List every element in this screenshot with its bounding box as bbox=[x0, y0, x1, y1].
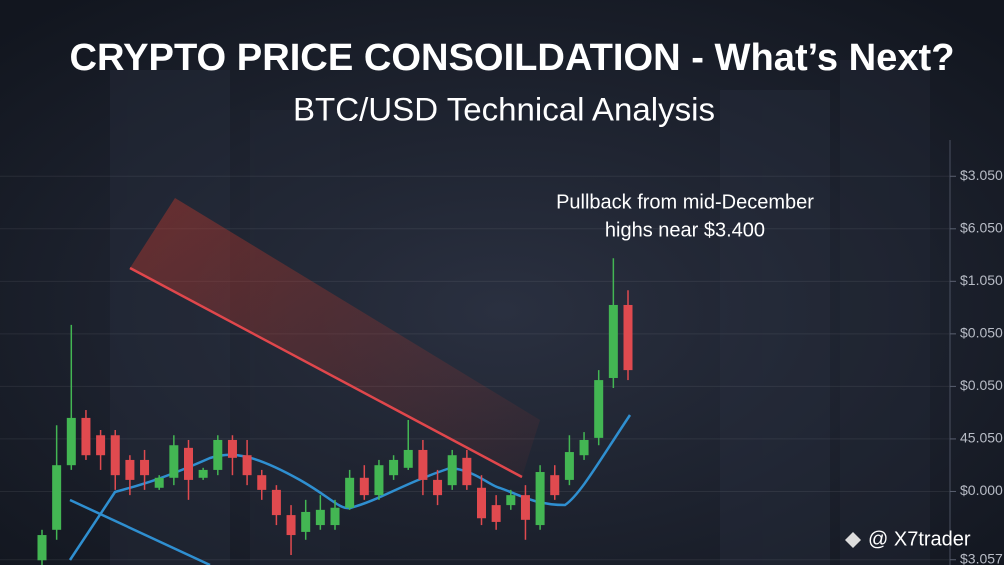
y-tick-label: $0.050 bbox=[960, 325, 1003, 341]
candle-body bbox=[37, 535, 47, 561]
candle-body bbox=[66, 417, 76, 466]
candle-body bbox=[96, 435, 106, 456]
candle-body bbox=[520, 495, 530, 520]
y-tick-label: $3.050 bbox=[960, 167, 1003, 183]
y-tick-label: 45.050 bbox=[960, 430, 1003, 446]
candle-body bbox=[579, 439, 589, 456]
y-tick-label: $1.050 bbox=[960, 272, 1003, 288]
candle-body bbox=[447, 455, 457, 486]
chart-subtitle: BTC/USD Technical Analysis bbox=[293, 91, 715, 127]
candle-body bbox=[389, 459, 399, 476]
candle-body bbox=[169, 445, 179, 478]
chart-title: CRYPTO PRICE CONSOILDATION - What’s Next… bbox=[70, 37, 955, 79]
candle-body bbox=[242, 455, 252, 476]
candle-body bbox=[52, 465, 62, 530]
watermark-icon bbox=[845, 532, 861, 548]
candle-body bbox=[184, 447, 193, 480]
candle-body bbox=[81, 417, 91, 456]
candle-body bbox=[623, 304, 633, 371]
candle-body bbox=[608, 304, 618, 378]
candle-body bbox=[227, 439, 237, 458]
candle-body bbox=[535, 472, 545, 526]
y-tick-label: $0.000 bbox=[960, 482, 1003, 498]
candle-body bbox=[506, 495, 516, 506]
candle-body bbox=[564, 452, 574, 480]
candle-body bbox=[330, 507, 340, 526]
candle-body bbox=[286, 515, 296, 536]
server-racks bbox=[110, 60, 930, 565]
candle-body bbox=[433, 479, 443, 496]
y-tick-label: $6.050 bbox=[960, 220, 1003, 236]
candle-body bbox=[140, 459, 150, 476]
annotation: highs near $3.400 bbox=[605, 219, 765, 241]
candle-body bbox=[403, 449, 413, 468]
candle-body bbox=[477, 487, 486, 519]
candle-body bbox=[315, 509, 325, 526]
candle-body bbox=[462, 457, 472, 486]
candle-body bbox=[594, 380, 604, 438]
candle-body bbox=[345, 477, 355, 508]
annotation: Pullback from mid-December bbox=[556, 191, 814, 213]
candle-body bbox=[301, 511, 311, 532]
trend-line bbox=[129, 266, 523, 479]
candle-body bbox=[359, 477, 369, 496]
watermark: @ X7trader bbox=[845, 528, 971, 550]
y-tick-label: $3.057 bbox=[960, 550, 1003, 565]
candle-body bbox=[198, 469, 208, 478]
candle-body bbox=[110, 435, 120, 476]
resistance-zone bbox=[130, 198, 540, 477]
candle-body bbox=[257, 475, 267, 490]
candle-body bbox=[154, 477, 164, 488]
candle-body bbox=[418, 449, 428, 480]
candle-body bbox=[491, 505, 501, 522]
candle-body bbox=[213, 439, 223, 470]
candle-body bbox=[374, 465, 384, 496]
candle-body bbox=[550, 475, 560, 496]
candle-body bbox=[271, 489, 281, 516]
moving-average bbox=[68, 414, 632, 561]
y-tick-label: $0.050 bbox=[960, 377, 1003, 393]
watermark-text: @ X7trader bbox=[868, 528, 971, 550]
candle-body bbox=[125, 459, 135, 480]
moving-average bbox=[69, 498, 211, 565]
